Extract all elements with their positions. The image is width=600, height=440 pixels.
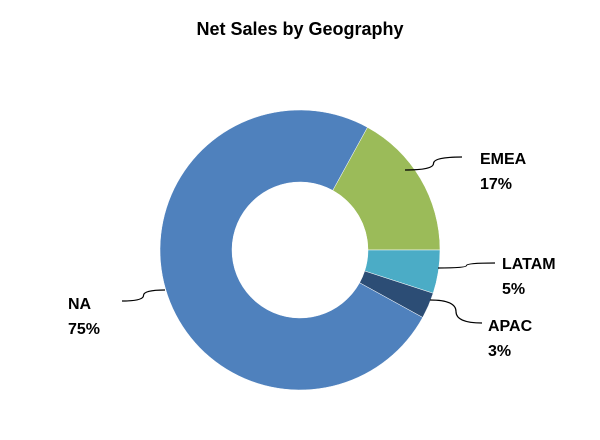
category-label: NA <box>68 296 92 313</box>
leader-line <box>437 262 496 269</box>
value-label: 3% <box>488 343 511 360</box>
leader-line <box>429 299 483 324</box>
slice <box>332 126 441 251</box>
category-label: APAC <box>488 318 533 335</box>
category-label: LATAM <box>502 256 556 273</box>
leader-line <box>404 156 463 171</box>
category-label: EMEA <box>480 151 527 168</box>
value-label: 17% <box>480 176 512 193</box>
leader-line <box>121 289 166 302</box>
value-label: 5% <box>502 281 525 298</box>
chart-title: Net Sales by Geography <box>196 19 403 39</box>
value-label: 75% <box>68 321 100 338</box>
slice <box>159 109 424 391</box>
